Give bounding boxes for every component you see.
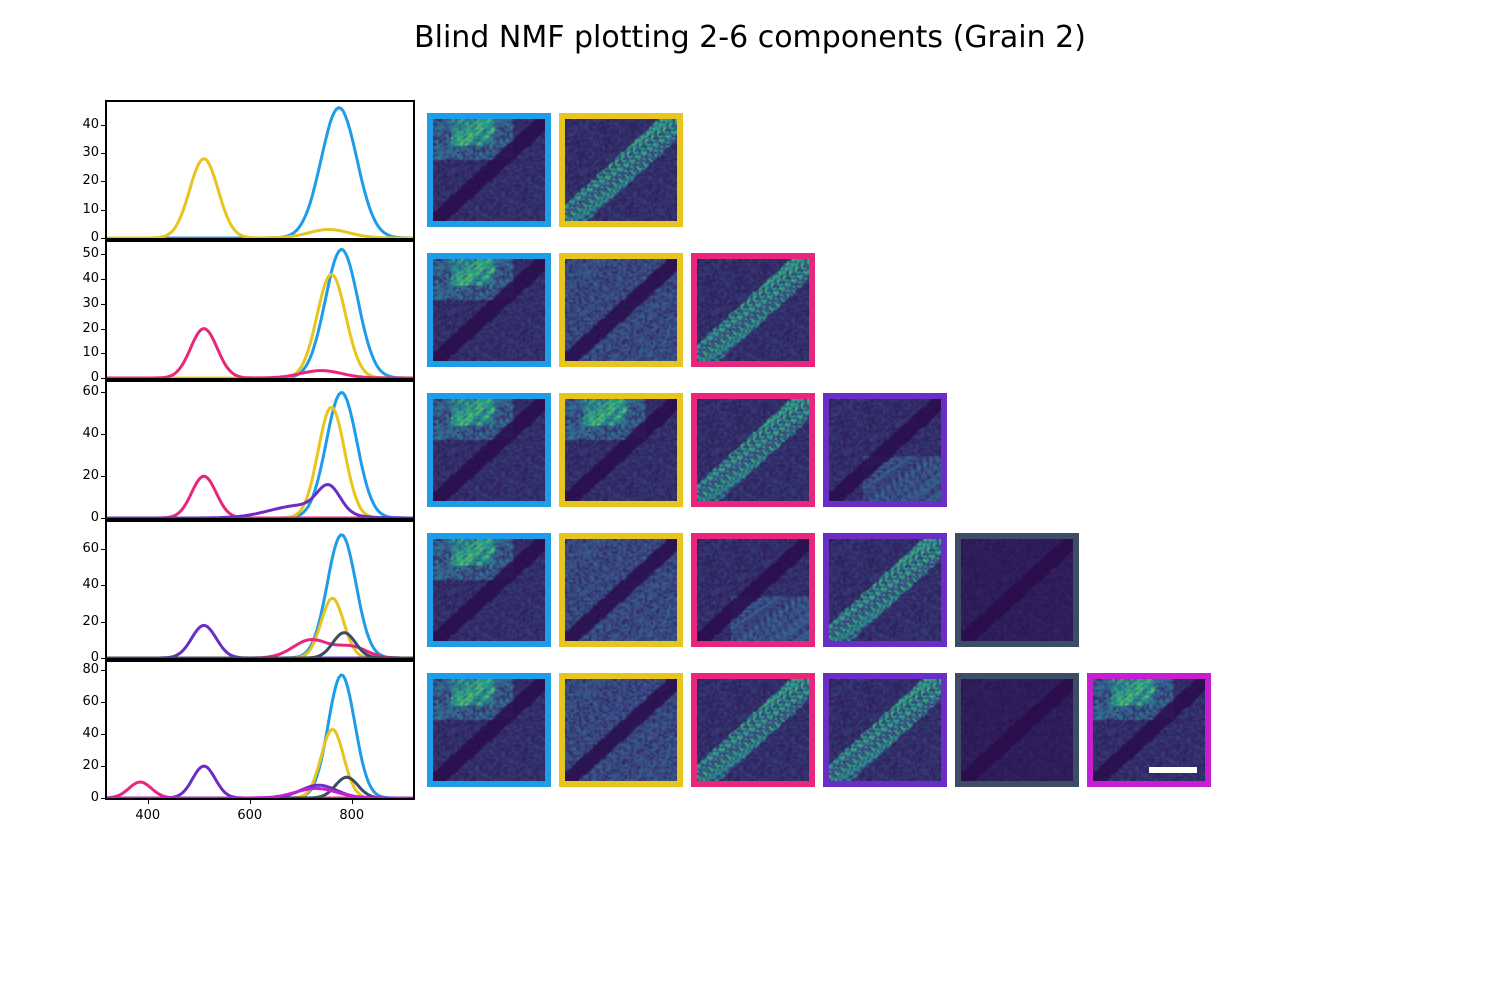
spectrum-svg [107, 102, 413, 238]
thumbnail-image [433, 539, 545, 641]
y-tick-label: 0 [69, 511, 99, 524]
spectrum-panel: 01020304050 [105, 240, 415, 380]
thumbnail-image [433, 119, 545, 221]
spectrum-panel: 020406080400600800 [105, 660, 415, 800]
figure-grid: 0102030400102030405002040600204060020406… [105, 100, 1211, 800]
y-tick-label: 20 [69, 759, 99, 772]
thumbnail-image [829, 679, 941, 781]
spectrum-panel: 0204060 [105, 520, 415, 660]
thumbnail-image [433, 399, 545, 501]
spectrum-curve [107, 250, 413, 379]
figure-row: 0204060 [105, 380, 1211, 520]
thumbnail-image [829, 399, 941, 501]
thumbnail-image [697, 259, 809, 361]
figure-row: 010203040 [105, 100, 1211, 240]
y-tick-label: 20 [69, 322, 99, 335]
thumbnail-image [697, 539, 809, 641]
thumbnail-image [697, 399, 809, 501]
thumbnail-row [427, 660, 1211, 800]
thumbnail-image [1093, 679, 1205, 781]
thumbnail-row [427, 100, 683, 240]
y-tick-label: 20 [69, 174, 99, 187]
spectrum-curve [107, 274, 413, 378]
spectrum-svg [107, 522, 413, 658]
y-tick-label: 10 [69, 346, 99, 359]
component-thumbnail [559, 253, 683, 367]
thumbnail-image [433, 679, 545, 781]
component-thumbnail [427, 113, 551, 227]
scale-bar [1149, 767, 1197, 773]
component-thumbnail [955, 533, 1079, 647]
y-tick-label: 40 [69, 427, 99, 440]
spectrum-panel: 0204060 [105, 380, 415, 520]
y-tick-label: 30 [69, 297, 99, 310]
y-tick-label: 50 [69, 247, 99, 260]
figure-row: 01020304050 [105, 240, 1211, 380]
thumbnail-image [961, 679, 1073, 781]
component-thumbnail [559, 393, 683, 507]
component-thumbnail [955, 673, 1079, 787]
y-tick-label: 20 [69, 469, 99, 482]
y-tick-label: 30 [69, 146, 99, 159]
y-tick-label: 60 [69, 695, 99, 708]
y-tick-label: 0 [69, 371, 99, 384]
component-thumbnail [559, 533, 683, 647]
y-tick-label: 0 [69, 791, 99, 804]
thumbnail-row [427, 380, 947, 520]
y-tick-label: 40 [69, 727, 99, 740]
thumbnail-row [427, 520, 1079, 660]
thumbnail-image [565, 399, 677, 501]
component-thumbnail [427, 253, 551, 367]
component-thumbnail [823, 393, 947, 507]
x-tick-label: 400 [128, 808, 168, 823]
thumbnail-image [565, 539, 677, 641]
spectrum-svg [107, 382, 413, 518]
figure-row: 020406080400600800 [105, 660, 1211, 800]
component-thumbnail [691, 393, 815, 507]
spectrum-curve [107, 675, 413, 798]
y-tick-label: 40 [69, 118, 99, 131]
y-tick-label: 20 [69, 615, 99, 628]
spectrum-curve [107, 108, 413, 238]
component-thumbnail [427, 393, 551, 507]
thumbnail-row [427, 240, 815, 380]
spectrum-curve [107, 393, 413, 518]
y-tick-label: 60 [69, 542, 99, 555]
thumbnail-image [961, 539, 1073, 641]
y-tick-label: 80 [69, 663, 99, 676]
x-tick-label: 600 [230, 808, 270, 823]
y-tick-label: 40 [69, 272, 99, 285]
thumbnail-image [829, 539, 941, 641]
component-thumbnail [691, 253, 815, 367]
spectrum-panel: 010203040 [105, 100, 415, 240]
figure-row: 0204060 [105, 520, 1211, 660]
component-thumbnail [691, 533, 815, 647]
component-thumbnail [559, 673, 683, 787]
component-thumbnail [823, 533, 947, 647]
y-tick-label: 0 [69, 231, 99, 244]
y-tick-label: 10 [69, 203, 99, 216]
thumbnail-image [697, 679, 809, 781]
component-thumbnail [823, 673, 947, 787]
component-thumbnail [1087, 673, 1211, 787]
page-title: Blind NMF plotting 2-6 components (Grain… [0, 20, 1500, 55]
thumbnail-image [565, 259, 677, 361]
component-thumbnail [427, 673, 551, 787]
y-tick-label: 40 [69, 578, 99, 591]
spectrum-curve [107, 535, 413, 658]
thumbnail-image [433, 259, 545, 361]
component-thumbnail [559, 113, 683, 227]
component-thumbnail [691, 673, 815, 787]
spectrum-svg [107, 662, 413, 798]
thumbnail-image [565, 119, 677, 221]
spectrum-svg [107, 242, 413, 378]
x-tick-label: 800 [332, 808, 372, 823]
y-tick-label: 60 [69, 385, 99, 398]
thumbnail-image [565, 679, 677, 781]
component-thumbnail [427, 533, 551, 647]
spectrum-curve [107, 407, 413, 518]
